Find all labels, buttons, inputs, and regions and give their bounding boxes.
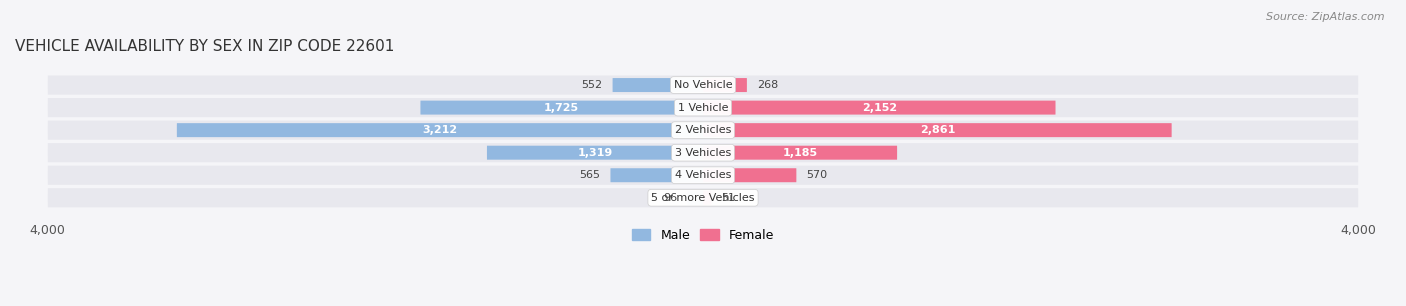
FancyBboxPatch shape [703,168,796,182]
Text: 1 Vehicle: 1 Vehicle [678,103,728,113]
Text: 268: 268 [756,80,778,90]
FancyBboxPatch shape [610,168,703,182]
Text: Source: ZipAtlas.com: Source: ZipAtlas.com [1267,12,1385,22]
Text: 2,861: 2,861 [920,125,955,135]
Text: 1,725: 1,725 [544,103,579,113]
FancyBboxPatch shape [703,146,897,160]
Text: 1,185: 1,185 [783,148,818,158]
Text: VEHICLE AVAILABILITY BY SEX IN ZIP CODE 22601: VEHICLE AVAILABILITY BY SEX IN ZIP CODE … [15,39,394,54]
FancyBboxPatch shape [48,76,1358,95]
FancyBboxPatch shape [48,98,1358,117]
Text: 5 or more Vehicles: 5 or more Vehicles [651,193,755,203]
Text: 1,319: 1,319 [578,148,613,158]
FancyBboxPatch shape [48,121,1358,140]
FancyBboxPatch shape [486,146,703,160]
FancyBboxPatch shape [688,191,703,205]
Text: 2 Vehicles: 2 Vehicles [675,125,731,135]
Text: 565: 565 [579,170,600,180]
Legend: Male, Female: Male, Female [627,224,779,247]
Text: 3 Vehicles: 3 Vehicles [675,148,731,158]
FancyBboxPatch shape [613,78,703,92]
Text: 552: 552 [582,80,603,90]
Text: No Vehicle: No Vehicle [673,80,733,90]
FancyBboxPatch shape [48,188,1358,207]
FancyBboxPatch shape [703,123,1171,137]
FancyBboxPatch shape [48,143,1358,162]
Text: 2,152: 2,152 [862,103,897,113]
Text: 4 Vehicles: 4 Vehicles [675,170,731,180]
Text: 570: 570 [806,170,827,180]
FancyBboxPatch shape [703,78,747,92]
Text: 96: 96 [664,193,678,203]
FancyBboxPatch shape [703,101,1056,114]
FancyBboxPatch shape [703,191,711,205]
FancyBboxPatch shape [48,166,1358,185]
Text: 3,212: 3,212 [422,125,457,135]
FancyBboxPatch shape [420,101,703,114]
FancyBboxPatch shape [177,123,703,137]
Text: 51: 51 [721,193,735,203]
